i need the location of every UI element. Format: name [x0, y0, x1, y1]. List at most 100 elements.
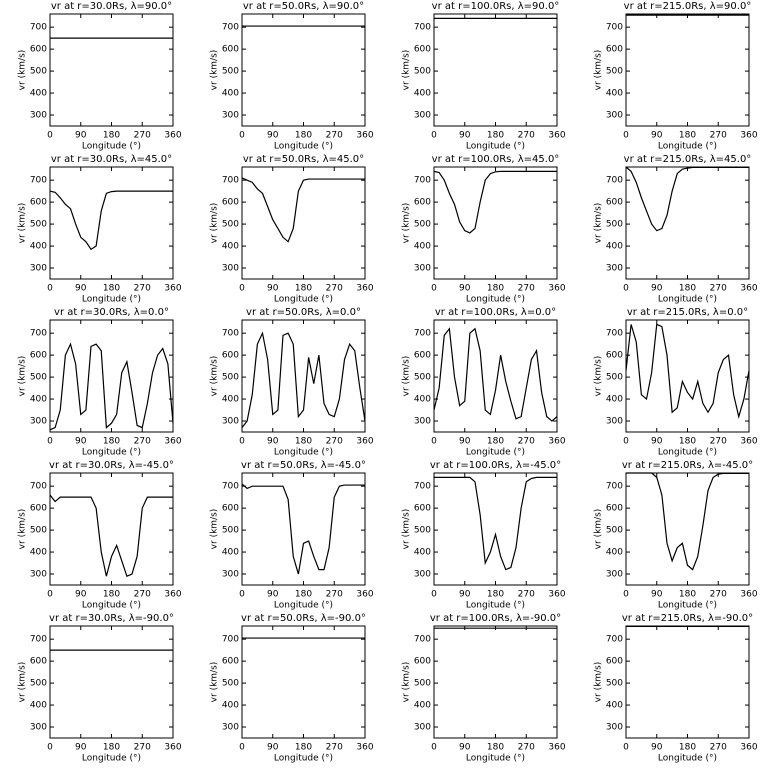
x-tick-label: 90 — [459, 437, 471, 447]
y-tick-label: 300 — [606, 723, 623, 733]
y-tick-label: 300 — [222, 570, 239, 580]
data-line — [625, 323, 750, 419]
panel-title: vr at r=50.0Rs, λ=45.0° — [243, 154, 364, 165]
panel-title: vr at r=30.0Rs, λ=90.0° — [51, 1, 172, 12]
x-tick-label: 180 — [679, 437, 696, 447]
y-tick-label: 600 — [222, 198, 239, 208]
y-tick-label: 600 — [606, 504, 623, 514]
plot-frame — [625, 13, 750, 127]
y-tick-label: 500 — [414, 220, 431, 230]
y-tick-label: 600 — [606, 198, 623, 208]
panel-title: vr at r=50.0Rs, λ=-90.0° — [241, 613, 366, 624]
x-tick-label: 270 — [710, 284, 727, 294]
x-tick-label: 90 — [75, 284, 87, 294]
x-tick-label: 270 — [326, 437, 343, 447]
y-tick-label: 300 — [30, 111, 47, 121]
y-axis-label: vr (km/s) — [18, 509, 28, 550]
x-tick-label: 360 — [356, 590, 373, 600]
x-tick-label: 0 — [239, 284, 245, 294]
x-tick-label: 270 — [710, 437, 727, 447]
y-tick-label: 600 — [606, 351, 623, 361]
y-tick-label: 700 — [414, 635, 431, 645]
x-tick-label: 180 — [295, 284, 312, 294]
panel-title: vr at r=100.0Rs, λ=-90.0° — [430, 613, 561, 624]
y-tick-label: 500 — [606, 220, 623, 230]
y-tick-label: 300 — [222, 417, 239, 427]
y-tick-label: 300 — [30, 264, 47, 274]
plot-frame — [433, 166, 558, 280]
plot-frame — [433, 625, 558, 739]
y-tick-label: 600 — [414, 504, 431, 514]
plot-frame — [433, 319, 558, 433]
y-axis-label: vr (km/s) — [210, 662, 220, 703]
x-tick-label: 270 — [518, 590, 535, 600]
y-tick-label: 600 — [30, 45, 47, 55]
y-tick-label: 600 — [222, 657, 239, 667]
y-tick-label: 400 — [606, 548, 623, 558]
x-tick-label: 360 — [548, 437, 565, 447]
x-tick-label: 180 — [295, 590, 312, 600]
plot-frame — [49, 13, 174, 127]
y-tick-label: 400 — [30, 395, 47, 405]
y-tick-label: 700 — [606, 482, 623, 492]
x-axis-label: Longitude (°) — [274, 754, 333, 764]
panel-title: vr at r=215.0Rs, λ=0.0° — [627, 307, 748, 318]
x-tick-label: 180 — [295, 437, 312, 447]
y-axis-label: vr (km/s) — [594, 509, 604, 550]
y-tick-label: 300 — [30, 417, 47, 427]
panel-title: vr at r=215.0Rs, λ=90.0° — [624, 1, 752, 12]
x-tick-label: 360 — [740, 131, 757, 141]
x-tick-label: 270 — [134, 743, 151, 753]
y-tick-label: 300 — [414, 111, 431, 121]
y-tick-label: 500 — [414, 373, 431, 383]
y-tick-label: 700 — [222, 329, 239, 339]
x-tick-label: 90 — [267, 284, 279, 294]
x-tick-label: 360 — [356, 284, 373, 294]
y-axis-label: vr (km/s) — [210, 203, 220, 244]
x-tick-label: 360 — [740, 743, 757, 753]
y-axis-label: vr (km/s) — [594, 203, 604, 244]
x-axis-label: Longitude (°) — [274, 601, 333, 611]
y-tick-label: 600 — [606, 45, 623, 55]
y-tick-label: 600 — [30, 657, 47, 667]
x-axis-label: Longitude (°) — [82, 601, 141, 611]
x-tick-label: 360 — [164, 437, 181, 447]
y-axis-label: vr (km/s) — [210, 509, 220, 550]
plot-frame — [241, 625, 366, 739]
y-axis-label: vr (km/s) — [18, 356, 28, 397]
x-tick-label: 180 — [679, 284, 696, 294]
panel-title: vr at r=100.0Rs, λ=-45.0° — [430, 460, 561, 471]
x-tick-label: 0 — [623, 743, 629, 753]
data-line — [625, 166, 749, 232]
x-tick-label: 0 — [623, 590, 629, 600]
x-tick-label: 0 — [239, 437, 245, 447]
y-tick-label: 300 — [606, 570, 623, 580]
plot-frame — [49, 625, 174, 739]
y-axis-label: vr (km/s) — [210, 50, 220, 91]
y-axis-label: vr (km/s) — [402, 509, 412, 550]
y-axis-label: vr (km/s) — [18, 662, 28, 703]
y-tick-label: 500 — [606, 526, 623, 536]
data-line — [626, 472, 749, 571]
y-tick-label: 700 — [606, 23, 623, 33]
x-tick-label: 0 — [431, 743, 437, 753]
x-tick-label: 360 — [356, 131, 373, 141]
y-tick-label: 700 — [414, 482, 431, 492]
x-tick-label: 0 — [47, 284, 53, 294]
y-tick-label: 700 — [606, 176, 623, 186]
y-axis-label: vr (km/s) — [594, 662, 604, 703]
x-tick-label: 90 — [459, 590, 471, 600]
panel-title: vr at r=50.0Rs, λ=-45.0° — [241, 460, 366, 471]
x-axis-label: Longitude (°) — [658, 754, 717, 764]
x-tick-label: 90 — [75, 743, 87, 753]
y-axis-label: vr (km/s) — [402, 662, 412, 703]
x-tick-label: 90 — [75, 590, 87, 600]
y-tick-label: 300 — [222, 111, 239, 121]
y-tick-label: 300 — [606, 417, 623, 427]
x-tick-label: 270 — [710, 590, 727, 600]
x-tick-label: 270 — [326, 284, 343, 294]
x-tick-label: 180 — [487, 284, 504, 294]
x-tick-label: 0 — [431, 437, 437, 447]
y-tick-label: 700 — [222, 635, 239, 645]
y-tick-label: 500 — [606, 679, 623, 689]
